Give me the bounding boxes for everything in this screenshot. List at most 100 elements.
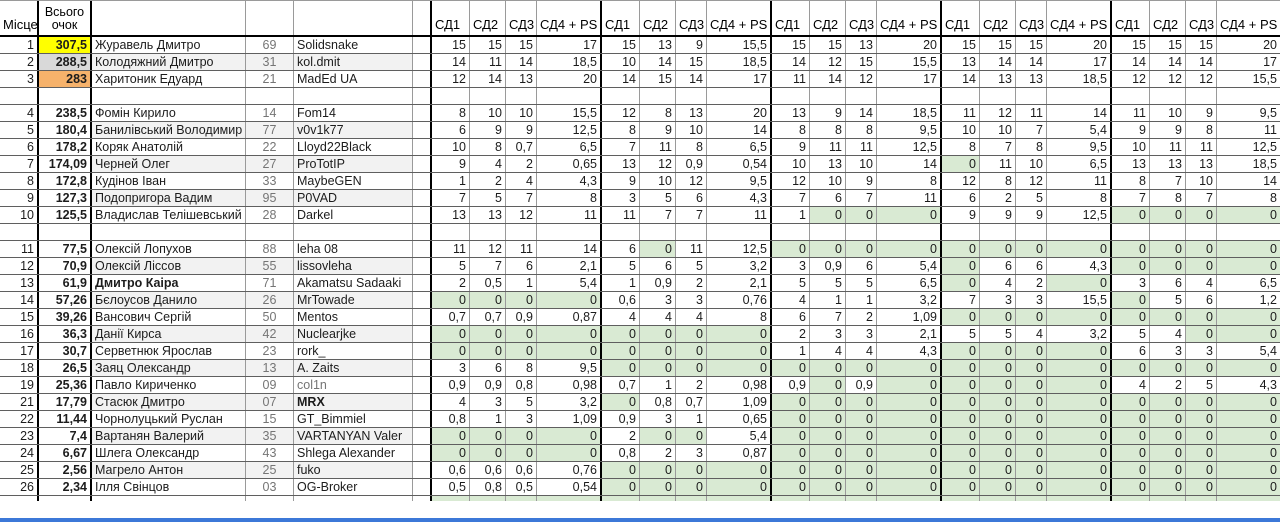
score-cell[interactable]: 5,4 xyxy=(536,275,600,291)
score-cell[interactable] xyxy=(1149,88,1185,104)
cell-nickname[interactable]: Lloyd22Black xyxy=(293,139,412,155)
nickname-column-header[interactable] xyxy=(293,1,412,35)
cell-total[interactable]: 36,3 xyxy=(37,326,90,342)
score-cell[interactable]: 11 xyxy=(1015,105,1046,121)
cell-number[interactable]: 26 xyxy=(245,292,293,308)
score-cell[interactable]: 0 xyxy=(845,445,876,461)
score-cell[interactable]: 0 xyxy=(876,411,940,427)
score-cell[interactable]: 1 xyxy=(639,377,675,393)
score-cell[interactable]: 3 xyxy=(1149,343,1185,359)
score-cell[interactable]: 15 xyxy=(809,37,845,53)
score-cell[interactable]: 0 xyxy=(639,241,675,257)
score-cell[interactable] xyxy=(600,496,639,501)
cell-total[interactable]: 25,36 xyxy=(37,377,90,393)
score-cell[interactable]: 3 xyxy=(809,326,845,342)
score-cell[interactable]: 15 xyxy=(1110,37,1149,53)
score-cell[interactable]: 11 xyxy=(706,207,770,223)
cell-number[interactable] xyxy=(245,88,293,104)
score-cell[interactable]: 6,5 xyxy=(536,139,600,155)
score-cell[interactable]: 0 xyxy=(1015,377,1046,393)
score-cell[interactable]: 15,5 xyxy=(706,37,770,53)
score-cell[interactable]: 14 xyxy=(876,156,940,172)
score-cell[interactable]: 9 xyxy=(469,122,505,138)
cell-name[interactable] xyxy=(90,496,245,501)
cell-name[interactable]: Журавель Дмитро xyxy=(90,37,245,53)
cell-number[interactable]: 95 xyxy=(245,190,293,206)
cell-nickname[interactable]: Shlega Alexander xyxy=(293,445,412,461)
cell-total[interactable]: 180,4 xyxy=(37,122,90,138)
score-cell[interactable]: 0 xyxy=(940,258,979,274)
score-cell[interactable]: 0 xyxy=(876,394,940,410)
score-cell[interactable]: 8 xyxy=(469,139,505,155)
score-cell[interactable]: 20 xyxy=(1216,37,1280,53)
score-cell[interactable]: 0 xyxy=(845,207,876,223)
cell-place[interactable]: 16 xyxy=(20,327,34,341)
score-cell[interactable]: 7 xyxy=(1110,190,1149,206)
cell-place[interactable]: 8 xyxy=(27,174,34,188)
score-cell[interactable]: 0 xyxy=(809,462,845,478)
cell-total[interactable]: 2,56 xyxy=(37,462,90,478)
score-cell[interactable]: 6 xyxy=(469,360,505,376)
score-cell[interactable] xyxy=(770,224,809,240)
score-cell[interactable]: 1 xyxy=(675,411,706,427)
cell-number[interactable]: 28 xyxy=(245,207,293,223)
score-cell[interactable]: 15 xyxy=(430,37,469,53)
score-cell[interactable]: 0,6 xyxy=(430,462,469,478)
score-cell[interactable]: 6 xyxy=(1185,292,1216,308)
score-cell[interactable]: 0 xyxy=(770,428,809,444)
score-cell[interactable]: 0 xyxy=(1110,309,1149,325)
cell-number[interactable]: 50 xyxy=(245,309,293,325)
cell-place[interactable]: 5 xyxy=(27,123,34,137)
score-cell[interactable]: 6 xyxy=(845,258,876,274)
cell-place[interactable]: 3 xyxy=(27,72,34,86)
cell-number[interactable]: 33 xyxy=(245,173,293,189)
cell-name[interactable]: Коряк Анатолій xyxy=(90,139,245,155)
score-cell[interactable]: 1 xyxy=(505,275,536,291)
score-cell[interactable]: 0 xyxy=(1216,428,1280,444)
score-cell[interactable]: 5 xyxy=(1015,190,1046,206)
score-cell[interactable]: 9,5 xyxy=(706,173,770,189)
score-cell[interactable]: 9 xyxy=(845,173,876,189)
score-cell[interactable]: 0 xyxy=(1110,207,1149,223)
cell-number[interactable]: 14 xyxy=(245,105,293,121)
score-cell[interactable] xyxy=(675,496,706,501)
score-cell[interactable]: 0 xyxy=(639,343,675,359)
cell-name[interactable]: Стасюк Дмитро xyxy=(90,394,245,410)
score-cell[interactable]: 10 xyxy=(675,122,706,138)
cell-number[interactable]: 23 xyxy=(245,343,293,359)
score-cell[interactable]: 14 xyxy=(675,71,706,87)
score-cell[interactable]: 3 xyxy=(1185,343,1216,359)
cell-nickname[interactable]: rork_ xyxy=(293,343,412,359)
cell-number[interactable]: 13 xyxy=(245,360,293,376)
score-cell[interactable]: 0 xyxy=(1015,462,1046,478)
score-cell[interactable]: 0 xyxy=(1185,326,1216,342)
cell-number[interactable]: 42 xyxy=(245,326,293,342)
score-cell[interactable]: 11 xyxy=(809,139,845,155)
score-cell[interactable]: 0 xyxy=(770,394,809,410)
score-cell[interactable]: 0 xyxy=(979,377,1015,393)
score-cell[interactable]: 8 xyxy=(876,173,940,189)
score-cell[interactable]: 5 xyxy=(770,275,809,291)
score-cell[interactable]: 3,2 xyxy=(876,292,940,308)
score-cell[interactable] xyxy=(1046,88,1110,104)
cell-number[interactable] xyxy=(245,224,293,240)
score-cell[interactable]: 0 xyxy=(1185,428,1216,444)
score-cell[interactable] xyxy=(940,496,979,501)
score-cell[interactable]: 12,5 xyxy=(706,241,770,257)
score-cell[interactable]: 0 xyxy=(430,428,469,444)
score-cell[interactable]: 0 xyxy=(1110,394,1149,410)
score-cell[interactable]: 0,9 xyxy=(469,377,505,393)
cell-total[interactable]: 307,5 xyxy=(37,37,90,53)
score-cell[interactable]: 0 xyxy=(600,326,639,342)
score-cell[interactable] xyxy=(430,224,469,240)
score-cell[interactable]: 4 xyxy=(675,309,706,325)
score-cell[interactable]: 0 xyxy=(1110,428,1149,444)
score-cell[interactable]: 3 xyxy=(639,411,675,427)
score-column-header[interactable]: СД1 xyxy=(1110,1,1149,35)
score-cell[interactable]: 14 xyxy=(706,122,770,138)
score-cell[interactable]: 0 xyxy=(536,343,600,359)
separator-cell[interactable] xyxy=(412,37,430,53)
cell-nickname[interactable] xyxy=(293,224,412,240)
score-cell[interactable]: 0 xyxy=(1185,360,1216,376)
score-cell[interactable]: 0 xyxy=(505,343,536,359)
